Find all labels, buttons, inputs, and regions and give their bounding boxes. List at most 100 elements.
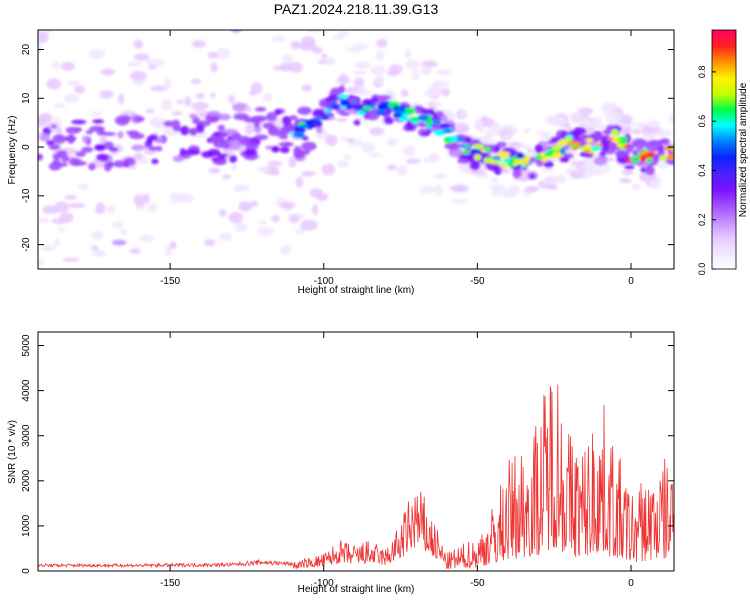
snr-ytick-label: 4000 [21,379,32,402]
spectrogram-blob [434,69,452,76]
spectrogram-blob [114,115,130,126]
spectrogram-blob [419,185,435,194]
spectrogram-blob [491,188,506,197]
spectrogram-blob [184,96,192,107]
spectrogram-blob [269,126,279,133]
spectrogram-blob [219,131,225,136]
spectrogram-blob [387,164,397,171]
spectrogram-blob [52,158,61,166]
spectrogram-blob [547,184,559,190]
spectrogram-blob [100,132,117,136]
spectrogram-blob [442,129,453,134]
spectrogram-blob [112,221,124,229]
spectrogram-blob [361,142,376,154]
spectrogram-blob [434,184,444,197]
spectrogram-blob [81,146,94,153]
spectrogram-blob [646,156,653,164]
spectrogram-blob [496,151,510,159]
spectrogram-blob [488,184,506,190]
spectrogram-blob [541,157,549,162]
spectrogram-blob [646,119,660,129]
snr-panel: -150 -100 -50 0 0 1000 2000 3000 4000 5000 Height… [7,331,675,595]
spectrogram-blob [525,185,539,193]
spectrogram-xlabel: Height of straight line (km) [298,285,415,296]
spectrogram-blob [94,209,105,214]
spectrogram-blob [74,127,83,132]
spectrogram-blob [148,65,157,70]
spectrogram-blob [474,154,482,161]
spectrogram-blob [556,144,563,150]
spectrogram-blob [225,139,242,150]
spectrogram-blob [658,155,668,161]
spectrogram-ytick-label: -10 [21,188,32,203]
spectrogram-blob [571,161,585,167]
spectrogram-blob [271,215,280,223]
spectrogram-blob [402,145,416,157]
spectrogram-blob [217,47,231,60]
spectrogram-blob [565,126,573,132]
spectrogram-blob [337,94,349,99]
spectrogram-blob [39,112,53,123]
spectrogram-blob [441,88,451,97]
spectrogram-blob [309,187,323,198]
spectrogram-blob [588,149,597,153]
spectrogram-blob [340,100,351,106]
spectrogram-blob [179,148,186,157]
spectrogram-blob [522,128,531,133]
spectrogram-ytick-label: 0 [21,144,32,150]
spectrogram-blob [38,153,43,159]
spectrogram-blob [213,159,227,166]
spectrogram-blob [142,193,151,204]
spectrogram-blob [85,130,94,135]
spectrogram-blob [604,102,619,109]
spectrogram-blob [404,48,412,59]
spectrogram-blob [492,156,501,161]
spectrogram-blob [290,40,301,50]
spectrogram-blob [54,103,66,109]
spectrogram-blob [308,30,321,32]
spectrogram-blob [423,65,431,77]
spectrogram-blob [332,34,344,40]
spectrogram-blob [293,149,306,158]
spectrogram-blob [368,152,383,157]
spectrogram-blob [444,142,461,150]
spectrogram-blob [330,103,341,110]
spectrogram-blob [632,138,648,149]
spectrogram-blob [470,170,487,175]
spectrogram-blob [645,166,655,176]
spectrogram-blob [77,183,89,190]
spectrogram-blob [232,102,249,112]
spectrogram-blob [461,150,471,155]
spectrogram-blob [337,160,349,168]
spectrogram-blob [400,89,409,97]
spectrogram-blob [288,156,297,168]
spectrogram-blob [254,106,267,112]
spectrogram-blob [639,151,649,156]
snr-ytick-label: 2000 [21,469,32,492]
spectrogram-blob [590,145,602,151]
spectrogram-blob [421,60,438,68]
spectrogram-blob [663,146,674,151]
spectrogram-blob [120,228,128,235]
spectrogram-blob [228,155,238,164]
spectrogram-blob [279,146,290,154]
spectrogram-blob [40,133,50,142]
spectrogram-blob [265,145,273,150]
spectrogram-blob [330,87,345,94]
spectrogram-blob [57,227,66,232]
spectrogram-blob [228,95,236,104]
spectrogram-blob [231,132,242,142]
spectrogram-blob [459,111,466,118]
spectrogram-blob [522,144,530,150]
spectrogram-blob [301,170,316,177]
spectrogram-blob [335,117,348,123]
spectrogram-blob [88,49,106,59]
spectrogram-blob [358,85,367,97]
spectrogram-blob [346,104,353,110]
spectrogram-blob [243,148,258,156]
spectrogram-blob [256,166,271,172]
spectrogram-ticks: -150 -100 -50 0 20 10 0 -10 -20 [21,30,674,287]
spectrogram-blob [491,159,500,165]
snr-plot-area [38,332,674,571]
